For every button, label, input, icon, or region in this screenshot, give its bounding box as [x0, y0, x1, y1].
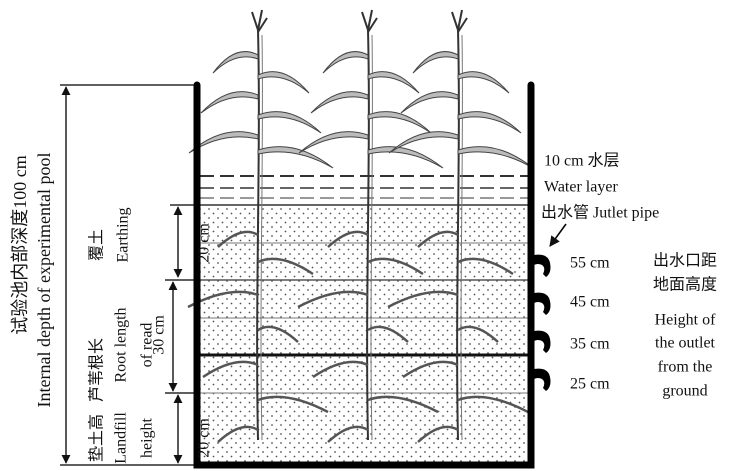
layer-zh: 覆土 [88, 229, 106, 261]
reed [298, 131, 369, 154]
reed [256, 29, 260, 441]
reed [457, 71, 510, 94]
reed [327, 230, 369, 248]
pipe-label: 出水管 Jutlet pipe [541, 204, 659, 222]
reed [457, 395, 529, 414]
labels: 试验池内部深度100 cm Internal depth of experime… [10, 152, 717, 464]
reed [312, 360, 369, 379]
outlet-height: 25 cm [570, 376, 610, 393]
pool [187, 9, 567, 469]
reed [460, 34, 463, 441]
reed [188, 131, 259, 154]
reed [260, 34, 263, 441]
depth-zh: 试验池内部深度100 cm [10, 155, 30, 335]
outlet-note: 出水口距 [653, 252, 717, 270]
layer-en: height [139, 417, 156, 458]
reed [457, 257, 514, 276]
outlet-note: Height of [655, 312, 717, 329]
reed [257, 395, 329, 414]
reed [451, 9, 468, 33]
reed [402, 360, 459, 379]
reed [367, 71, 420, 94]
reed [322, 51, 369, 74]
layer-depth: 20 cm [196, 418, 213, 458]
layer-en: Root length [113, 307, 130, 382]
layer-depth: 30 cm [151, 315, 168, 355]
outlet-height: 35 cm [570, 336, 610, 353]
reed [366, 29, 370, 441]
reed [457, 325, 499, 343]
reed [457, 146, 534, 169]
outlet-height: 45 cm [570, 294, 610, 311]
outlet-height: 55 cm [570, 255, 610, 272]
water-en: Water layer [544, 179, 618, 196]
reed [400, 91, 459, 114]
reed [310, 91, 369, 114]
reed [367, 325, 409, 343]
outlet-note: the outlet [655, 335, 716, 352]
reed [212, 51, 259, 74]
layer-zh: 垫土高 [88, 414, 106, 462]
reed [367, 395, 439, 414]
reed [327, 425, 369, 443]
reed [367, 146, 444, 169]
reed [217, 230, 259, 248]
layer-depth: 20 cm [196, 223, 213, 263]
reed [388, 131, 459, 154]
reed [297, 290, 369, 309]
layer-en: of read [139, 323, 156, 368]
reed [457, 111, 522, 134]
reed [257, 325, 299, 343]
reed [257, 71, 310, 94]
depth-en: Internal depth of experimental pool [34, 153, 54, 408]
dimension-arrows [60, 84, 197, 466]
reed [257, 146, 334, 169]
reed [257, 111, 322, 134]
reed [417, 425, 459, 443]
reed [367, 111, 432, 134]
reed [367, 257, 424, 276]
reed [456, 29, 460, 441]
reed [370, 34, 373, 441]
reed [217, 425, 259, 443]
reed [200, 91, 259, 114]
water-zh: 10 cm 水层 [544, 152, 620, 170]
reed [251, 9, 268, 33]
reed [387, 290, 459, 309]
reed [202, 360, 259, 379]
reed [412, 51, 459, 74]
layer-zh: 芦苇根长 [88, 338, 106, 402]
reed [257, 257, 314, 276]
layer-en: Landfill [113, 412, 130, 464]
reed [417, 230, 459, 248]
outlet-note: ground [662, 383, 707, 400]
outlet-note: from the [658, 359, 713, 376]
layer-en: Earthing [115, 207, 132, 262]
reed [361, 9, 378, 33]
outlet-note: 地面高度 [653, 276, 717, 294]
